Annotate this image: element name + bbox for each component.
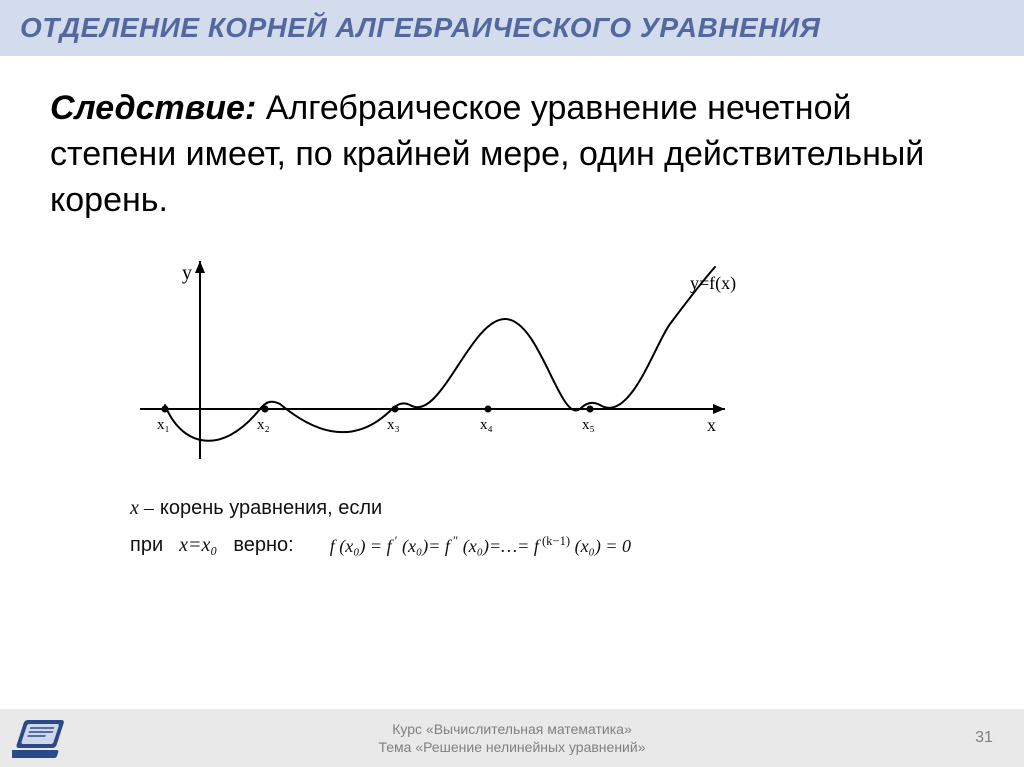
equation-chain: f (x₀) = f ′ (x₀)= f ″ (x₀)=…= f (k−1) (…	[330, 534, 631, 557]
corollary-text: Следствие: Алгебраическое уравнение нече…	[50, 86, 974, 224]
svg-text:x₁: x₁	[157, 417, 170, 433]
svg-text:y: y	[182, 262, 192, 284]
corollary-lead: Следствие:	[50, 89, 256, 127]
footer-course: Курс «Вычислительная математика»	[80, 720, 944, 738]
svg-text:x₅: x₅	[582, 417, 595, 433]
footer-topic: Тема «Решение нелинейных уравнений»	[80, 738, 944, 756]
note-line1-rest: корень уравнения, если	[160, 497, 382, 520]
footer: Курс «Вычислительная математика» Тема «Р…	[0, 709, 1024, 767]
svg-text:x₂: x₂	[257, 417, 270, 433]
note-mid: верно:	[233, 534, 293, 557]
logo-icon	[12, 716, 68, 760]
note-x: x –	[130, 497, 154, 520]
footer-text: Курс «Вычислительная математика» Тема «Р…	[80, 720, 944, 756]
svg-text:x₃: x₃	[387, 417, 400, 433]
svg-text:x: x	[707, 415, 716, 435]
note-line-2: при x=x₀ верно: f (x₀) = f ′ (x₀)= f ″ (…	[130, 534, 974, 557]
footer-logo	[0, 716, 80, 760]
slide: ОТДЕЛЕНИЕ КОРНЕЙ АЛГЕБРАИЧЕСКОГО УРАВНЕН…	[0, 0, 1024, 767]
function-graph: y x y=f(x) x₁ x₂ x₃ x₄ x₅	[110, 249, 750, 479]
content-area: Следствие: Алгебраическое уравнение нече…	[0, 56, 1024, 557]
note-pre: при	[130, 534, 163, 557]
footer-page: 31	[944, 729, 1024, 747]
title-bar: ОТДЕЛЕНИЕ КОРНЕЙ АЛГЕБРАИЧЕСКОГО УРАВНЕН…	[0, 0, 1024, 56]
svg-text:x₄: x₄	[480, 417, 493, 433]
note-line-1: x – корень уравнения, если	[130, 497, 974, 520]
slide-title: ОТДЕЛЕНИЕ КОРНЕЙ АЛГЕБРАИЧЕСКОГО УРАВНЕН…	[20, 12, 1004, 44]
graph-container: y x y=f(x) x₁ x₂ x₃ x₄ x₅	[110, 249, 974, 479]
svg-text:y=f(x): y=f(x)	[690, 273, 736, 294]
notes: x – корень уравнения, если при x=x₀ верн…	[130, 497, 974, 557]
x-eq-x0: x=x₀	[179, 534, 217, 557]
